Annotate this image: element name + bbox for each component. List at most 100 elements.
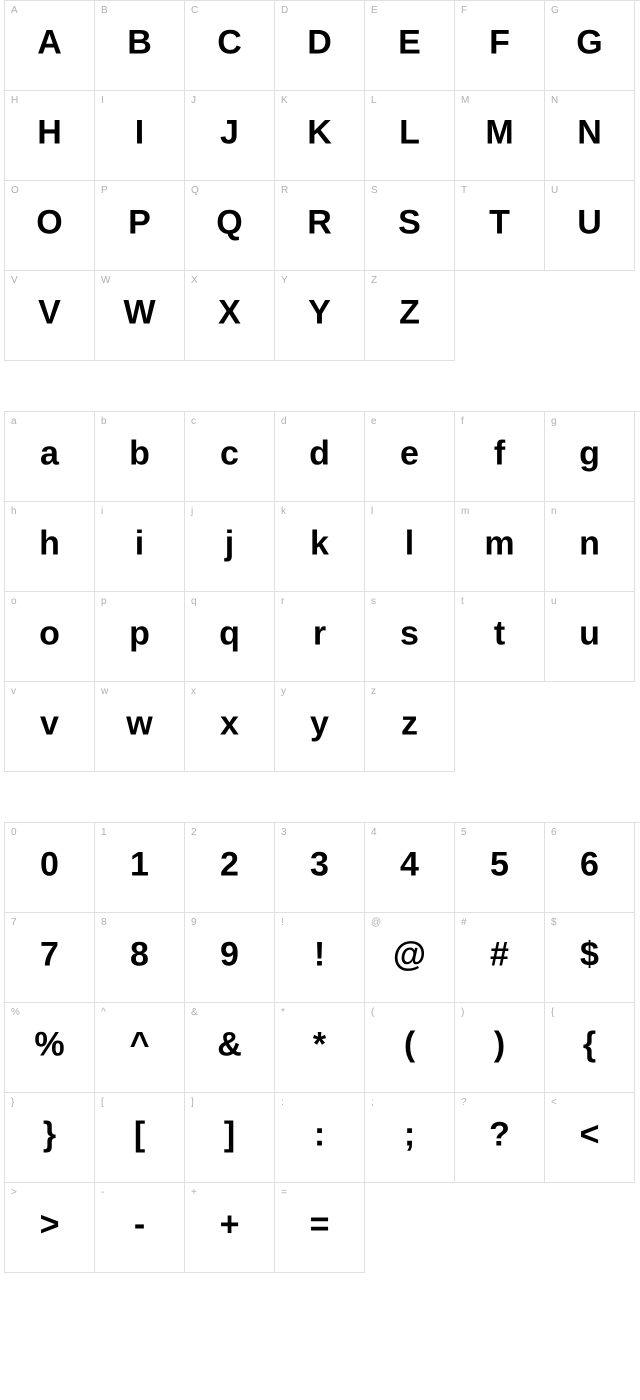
glyph-cell: xx <box>185 682 275 772</box>
glyph-cell-glyph: z <box>401 704 418 743</box>
glyph-cell-label: ! <box>281 917 284 928</box>
glyph-cell: {{ <box>545 1003 635 1093</box>
glyph-cell-glyph: l <box>405 524 414 563</box>
glyph-cell-label: > <box>11 1187 17 1198</box>
glyph-cell: @@ <box>365 913 455 1003</box>
glyph-cell: == <box>275 1183 365 1273</box>
glyph-cell: NN <box>545 91 635 181</box>
glyph-cell-glyph: x <box>220 704 239 743</box>
glyph-cell-label: U <box>551 185 558 196</box>
glyph-cell: FF <box>455 1 545 91</box>
glyph-cell: -- <box>95 1183 185 1273</box>
glyph-cell: ZZ <box>365 271 455 361</box>
glyph-cell-glyph: H <box>37 113 62 152</box>
glyph-cell: !! <box>275 913 365 1003</box>
glyph-cell-label: C <box>191 5 198 16</box>
glyph-section-lowercase: aabbccddeeffgghhiijjkkllmmnnooppqqrrsstt… <box>4 411 640 772</box>
glyph-cell: 66 <box>545 823 635 913</box>
glyph-cell: gg <box>545 412 635 502</box>
glyph-cell: 11 <box>95 823 185 913</box>
glyph-cell: bb <box>95 412 185 502</box>
glyph-cell-glyph: = <box>310 1205 330 1244</box>
glyph-cell-label: : <box>281 1097 284 1108</box>
glyph-cell: [[ <box>95 1093 185 1183</box>
glyph-cell-label: R <box>281 185 288 196</box>
glyph-cell-label: * <box>281 1007 285 1018</box>
glyph-cell: ss <box>365 592 455 682</box>
glyph-cell: (( <box>365 1003 455 1093</box>
glyph-cell-label: 5 <box>461 827 467 838</box>
glyph-cell: 44 <box>365 823 455 913</box>
glyph-cell: && <box>185 1003 275 1093</box>
glyph-cell: CC <box>185 1 275 91</box>
glyph-cell-label: { <box>551 1007 554 1018</box>
glyph-cell: BB <box>95 1 185 91</box>
glyph-cell: uu <box>545 592 635 682</box>
glyph-cell: %% <box>5 1003 95 1093</box>
glyph-cell-glyph: 7 <box>40 935 59 974</box>
glyph-cell-label: h <box>11 506 17 517</box>
glyph-cell: zz <box>365 682 455 772</box>
glyph-cell-label: A <box>11 5 18 16</box>
glyph-cell-label: n <box>551 506 557 517</box>
glyph-cell: hh <box>5 502 95 592</box>
glyph-cell-label: E <box>371 5 378 16</box>
glyph-cell-glyph: 5 <box>490 845 509 884</box>
glyph-cell-glyph: F <box>489 23 510 62</box>
glyph-cell-label: e <box>371 416 377 427</box>
glyph-cell-glyph: 2 <box>220 845 239 884</box>
glyph-cell-label: K <box>281 95 288 106</box>
glyph-cell-label: a <box>11 416 17 427</box>
glyph-cell-glyph: 3 <box>310 845 329 884</box>
glyph-cell: rr <box>275 592 365 682</box>
glyph-cell-label: D <box>281 5 288 16</box>
glyph-cell-glyph: 9 <box>220 935 239 974</box>
glyph-cell: ;; <box>365 1093 455 1183</box>
glyph-cell: XX <box>185 271 275 361</box>
glyph-cell-label: ? <box>461 1097 467 1108</box>
glyph-cell: $$ <box>545 913 635 1003</box>
glyph-cell: WW <box>95 271 185 361</box>
glyph-cell-label: 8 <box>101 917 107 928</box>
glyph-cell-label: 6 <box>551 827 557 838</box>
glyph-cell-label: 1 <box>101 827 107 838</box>
glyph-cell: VV <box>5 271 95 361</box>
glyph-cell-label: r <box>281 596 284 607</box>
glyph-cell-label: [ <box>101 1097 104 1108</box>
glyph-cell: ^^ <box>95 1003 185 1093</box>
glyph-cell: ff <box>455 412 545 502</box>
glyph-cell-glyph: ] <box>224 1115 235 1154</box>
glyph-cell-label: o <box>11 596 17 607</box>
glyph-cell-glyph: Z <box>399 293 420 332</box>
glyph-cell-glyph: o <box>39 614 60 653</box>
glyph-cell: 00 <box>5 823 95 913</box>
glyph-cell: >> <box>5 1183 95 1273</box>
glyph-cell-label: G <box>551 5 559 16</box>
glyph-cell: mm <box>455 502 545 592</box>
glyph-cell-label: s <box>371 596 376 607</box>
glyph-cell: oo <box>5 592 95 682</box>
glyph-cell-label: ; <box>371 1097 374 1108</box>
glyph-cell: qq <box>185 592 275 682</box>
glyph-cell-glyph: - <box>134 1205 145 1244</box>
glyph-cell-glyph: ; <box>404 1115 415 1154</box>
glyph-cell: vv <box>5 682 95 772</box>
glyph-cell: YY <box>275 271 365 361</box>
glyph-cell: ee <box>365 412 455 502</box>
glyph-cell-glyph: & <box>217 1025 242 1064</box>
glyph-cell-label: = <box>281 1187 287 1198</box>
glyph-cell-label: l <box>371 506 373 517</box>
glyph-cell-glyph: ! <box>314 935 325 974</box>
glyph-cell-label: m <box>461 506 469 517</box>
glyph-cell-glyph: ^ <box>130 1025 150 1064</box>
glyph-cell-glyph: a <box>40 434 59 473</box>
glyph-cell-glyph: W <box>123 293 155 332</box>
glyph-cell-label: 2 <box>191 827 197 838</box>
glyph-cell: yy <box>275 682 365 772</box>
glyph-section-uppercase: AABBCCDDEEFFGGHHIIJJKKLLMMNNOOPPQQRRSSTT… <box>4 0 640 361</box>
glyph-cell-label: z <box>371 686 376 697</box>
glyph-cell: 77 <box>5 913 95 1003</box>
glyph-cell-label: 4 <box>371 827 377 838</box>
glyph-cell-label: < <box>551 1097 557 1108</box>
glyph-cell-glyph: K <box>307 113 332 152</box>
